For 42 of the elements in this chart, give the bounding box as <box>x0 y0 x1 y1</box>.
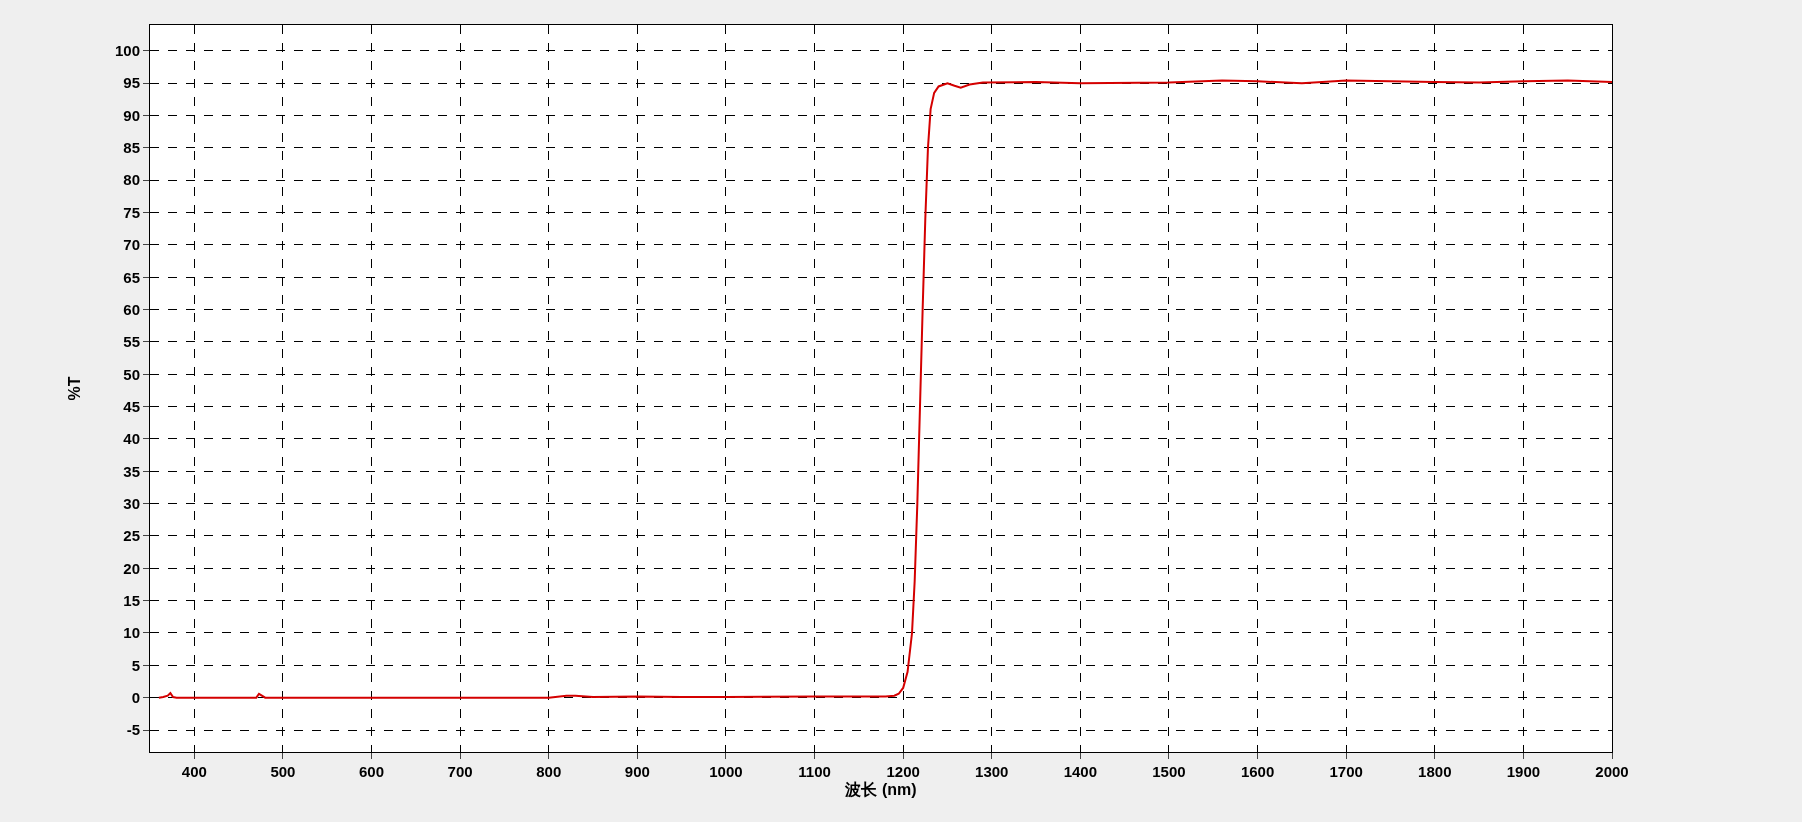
x-tick-label: 1800 <box>1418 763 1452 780</box>
y-tick-label: 25 <box>123 527 140 545</box>
y-tick-label: 75 <box>123 203 140 221</box>
x-tick-label: 1900 <box>1506 763 1541 780</box>
x-tick-label: 1500 <box>1152 763 1186 780</box>
x-axis-title: 波长 (nm) <box>844 780 917 798</box>
x-tick-label: 1100 <box>798 763 831 780</box>
y-tick-label: 5 <box>131 656 140 674</box>
x-tick-label: 600 <box>359 763 385 780</box>
y-tick-label: 90 <box>123 106 140 124</box>
y-tick-label: -5 <box>126 721 140 739</box>
x-tick-label: 800 <box>536 763 562 780</box>
y-tick-label: 85 <box>123 139 140 157</box>
y-axis-title: %T <box>65 376 83 401</box>
y-tick-label: 15 <box>123 591 140 609</box>
x-tick-label: 900 <box>624 763 650 780</box>
y-tick-label: 20 <box>123 559 140 577</box>
x-tick-label: 1200 <box>886 763 920 780</box>
y-tick-label: 100 <box>114 42 140 60</box>
x-tick-label: 1700 <box>1329 763 1363 780</box>
x-tick-label: 1600 <box>1240 763 1275 780</box>
y-tick-label: 45 <box>123 397 140 415</box>
y-tick-label: 55 <box>123 333 140 351</box>
x-tick-label: 700 <box>447 763 473 780</box>
y-tick-label: 0 <box>131 688 140 706</box>
y-tick-label: 50 <box>123 365 140 383</box>
y-tick-label: 30 <box>123 494 140 512</box>
y-tick-label: 95 <box>123 74 140 92</box>
x-tick-label: 2000 <box>1595 763 1629 780</box>
y-tick-label: 70 <box>123 236 140 254</box>
x-tick-label: 1400 <box>1063 763 1098 780</box>
y-tick-label: 40 <box>123 430 140 448</box>
y-tick-label: 60 <box>123 300 140 318</box>
x-tick-label: 1000 <box>709 763 743 780</box>
x-tick-label: 1300 <box>975 763 1009 780</box>
line-series <box>157 79 1612 699</box>
y-tick-label: 35 <box>123 462 140 480</box>
y-tick-label: 65 <box>123 268 140 286</box>
x-tick-label: 400 <box>181 763 207 780</box>
y-tick-label: 10 <box>123 624 140 642</box>
x-tick-label: 500 <box>270 763 296 780</box>
y-tick-label: 80 <box>123 171 140 189</box>
